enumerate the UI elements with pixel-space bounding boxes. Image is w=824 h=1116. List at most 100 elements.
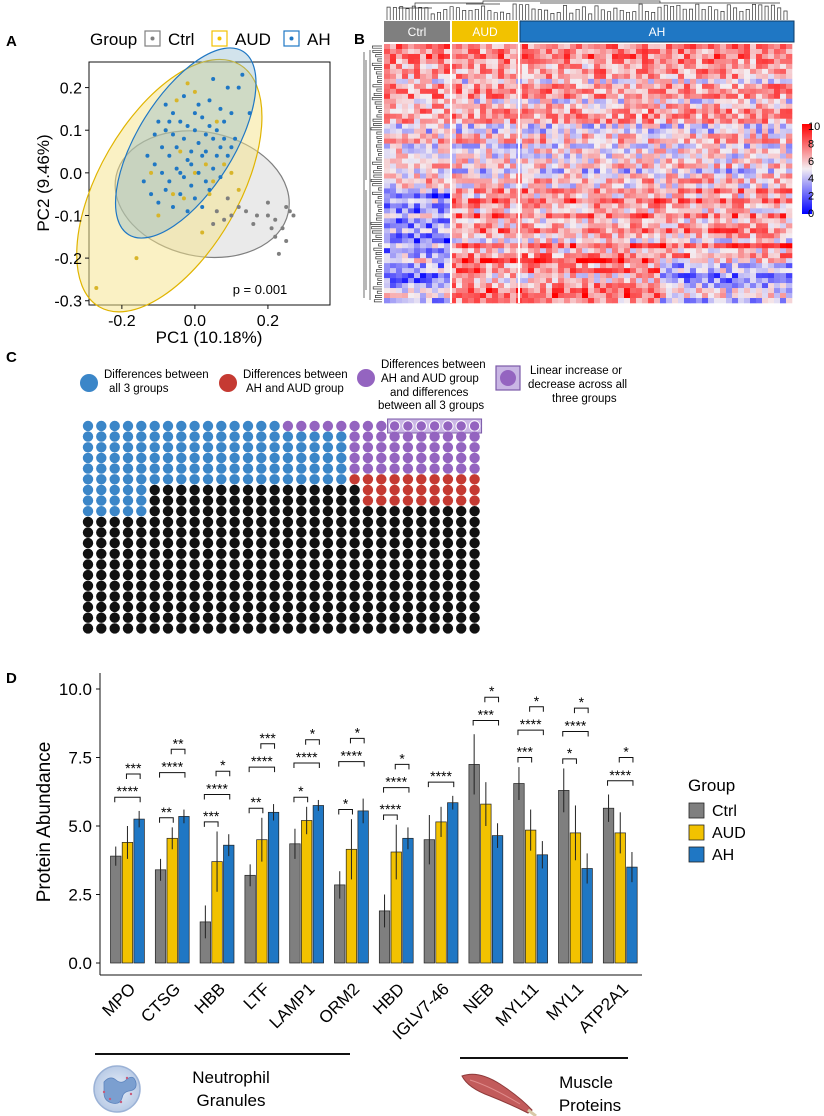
heatmap-cell — [774, 218, 781, 224]
heatmap-cell — [786, 258, 793, 264]
heatmap-cell — [642, 128, 649, 134]
heatmap-cell — [636, 213, 643, 219]
heatmap-cell — [672, 158, 679, 164]
heatmap-cell — [696, 78, 703, 85]
heatmap-cell — [600, 188, 607, 194]
waffle-dot-other — [336, 484, 347, 496]
heatmap-cell — [576, 298, 583, 304]
heatmap-cell — [762, 103, 769, 110]
heatmap-cell — [486, 253, 493, 259]
waffle-dot-other — [189, 537, 200, 549]
heatmap-cell — [474, 63, 481, 70]
heatmap-cell — [510, 298, 517, 304]
heatmap-cell — [582, 188, 589, 194]
heatmap-cell — [498, 68, 505, 75]
heatmap-cell — [576, 288, 583, 294]
pca-point-ah — [229, 145, 234, 150]
waffle-dot-other — [149, 601, 160, 613]
heatmap-cell — [420, 178, 427, 184]
heatmap-cell — [630, 293, 637, 299]
heatmap-cell — [630, 283, 637, 289]
heatmap-cell — [618, 228, 625, 234]
heatmap-cell — [474, 83, 481, 90]
waffle-dot-blue — [136, 506, 147, 517]
sig-bracket-aud-ah — [573, 707, 589, 714]
waffle-dot-blue — [229, 442, 240, 453]
heatmap-cell — [402, 213, 409, 219]
heatmap-cell — [546, 44, 553, 50]
heatmap-cell — [768, 223, 775, 229]
heatmap-cell — [702, 173, 709, 179]
waffle-dot-red — [429, 484, 440, 496]
heatmap-cell — [402, 293, 409, 299]
heatmap-cell — [672, 208, 679, 214]
heatmap-cell — [678, 138, 685, 144]
heatmap-cell — [594, 143, 601, 149]
pca-point-ah — [152, 132, 157, 137]
heatmap-cell — [672, 53, 679, 60]
heatmap-cell — [786, 293, 793, 299]
heatmap-cell — [426, 273, 433, 279]
pca-point-ctrl — [254, 213, 259, 218]
heatmap-cell — [642, 133, 649, 139]
heatmap-cell — [420, 148, 427, 154]
heatmap-cell — [594, 98, 601, 105]
waffle-dot-purple — [455, 420, 467, 432]
heatmap-cell — [528, 198, 535, 204]
heatmap-cell — [786, 118, 793, 124]
heatmap-cell — [414, 203, 421, 209]
heatmap-cell — [786, 273, 793, 279]
heatmap-cell — [666, 173, 673, 179]
heatmap-cell — [576, 103, 583, 110]
heatmap-cell — [474, 73, 481, 80]
heatmap-cell — [570, 203, 577, 209]
heatmap-cell — [558, 213, 565, 219]
heatmap-cell — [420, 58, 427, 65]
heatmap-cell — [738, 83, 745, 90]
heatmap-cell — [576, 83, 583, 90]
heatmap-cell — [720, 148, 727, 154]
sig-label: * — [399, 750, 405, 766]
heatmap-cell — [468, 128, 475, 134]
heatmap-cell — [744, 128, 751, 134]
waffle-dot-purple — [442, 442, 454, 453]
heatmap-cell — [738, 243, 745, 249]
waffle-dot-other — [322, 548, 334, 559]
heatmap-cell — [606, 133, 613, 139]
pca-point-ah — [200, 204, 205, 209]
heatmap-cell — [756, 128, 763, 134]
heatmap-cell — [420, 113, 427, 120]
heatmap-cell — [702, 44, 709, 50]
heatmap-cell — [630, 243, 637, 249]
heatmap-cell — [684, 44, 691, 50]
waffle-dot-other — [96, 516, 107, 528]
sig-label: **** — [430, 768, 452, 784]
heatmap-cell — [684, 218, 691, 224]
heatmap-cell — [492, 158, 499, 164]
heatmap-cell — [552, 203, 559, 209]
heatmap-cell — [684, 228, 691, 234]
waffle-dot-other — [322, 506, 334, 517]
heatmap-cell — [666, 288, 673, 294]
heatmap-cell — [624, 293, 631, 299]
heatmap-cell — [594, 44, 601, 50]
heatmap-cell — [492, 203, 499, 209]
heatmap-cell — [744, 73, 751, 80]
heatmap-cell — [390, 213, 397, 219]
heatmap-cell — [768, 44, 775, 50]
heatmap-cell — [606, 238, 613, 244]
heatmap-cell — [636, 48, 643, 55]
heatmap-cell — [432, 218, 439, 224]
waffle-dot-blue — [136, 452, 147, 464]
heatmap-cell — [588, 158, 595, 164]
heatmap-cell — [636, 148, 643, 154]
heatmap-cell — [432, 103, 439, 110]
heatmap-cell — [666, 128, 673, 134]
pca-axes: -0.2 0.0 0.20.20.10.0-0.1-0.2-0.3 — [54, 81, 279, 330]
heatmap-cell — [426, 263, 433, 269]
heatmap-cell — [396, 133, 403, 139]
waffle-dot-other — [176, 506, 187, 517]
heatmap-cell — [564, 218, 571, 224]
heatmap-cell — [552, 288, 559, 294]
heatmap-cell — [468, 118, 475, 124]
